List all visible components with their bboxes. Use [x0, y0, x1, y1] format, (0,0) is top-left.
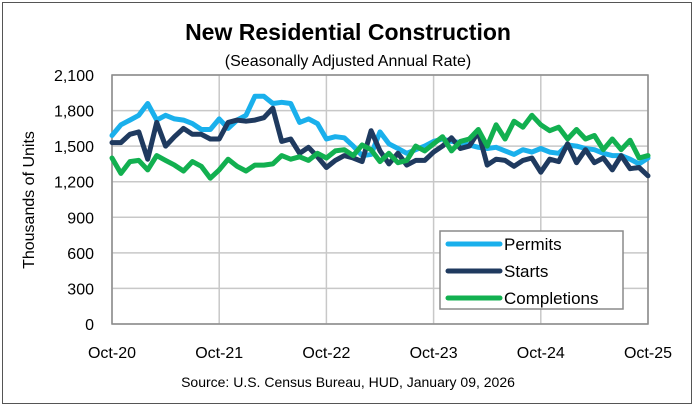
series-line-completions — [109, 112, 651, 181]
x-tick-label: Oct-22 — [302, 345, 350, 362]
chart-subtitle: (Seasonally Adjusted Annual Rate) — [225, 53, 471, 70]
x-tick-label: Oct-24 — [517, 345, 565, 362]
x-tick-label: Oct-20 — [88, 345, 136, 362]
x-axis-ticks: Oct-20 Oct-21 Oct-22 Oct-23 Oct-24 Oct-25 — [88, 345, 672, 362]
legend-label-completions: Completions — [504, 289, 599, 308]
y-axis-ticks: 0 300 600 900 1,200 1,500 1,800 2,100 — [54, 68, 94, 334]
legend: Permits Starts Completions — [439, 230, 624, 310]
y-tick-label: 0 — [85, 317, 94, 334]
legend-label-starts: Starts — [504, 262, 548, 281]
y-tick-label: 1,200 — [54, 175, 94, 192]
x-tick-label: Oct-23 — [410, 345, 458, 362]
series-lines — [109, 93, 651, 181]
x-tick-label: Oct-25 — [624, 345, 672, 362]
series-line-permits — [109, 93, 651, 167]
chart-title: New Residential Construction — [185, 19, 511, 45]
y-tick-label: 900 — [67, 210, 94, 227]
y-tick-label: 600 — [67, 246, 94, 263]
plot-area-border — [111, 74, 649, 325]
y-tick-label: 2,100 — [54, 68, 94, 85]
x-tick-label: Oct-21 — [195, 345, 243, 362]
y-axis-label: Thousands of Units — [21, 131, 38, 269]
series-line-starts — [109, 105, 651, 179]
y-tick-label: 300 — [67, 281, 94, 298]
y-tick-label: 1,800 — [54, 104, 94, 121]
source-note: Source: U.S. Census Bureau, HUD, January… — [181, 374, 515, 390]
legend-label-permits: Permits — [504, 235, 562, 254]
y-tick-label: 1,500 — [54, 139, 94, 156]
chart-frame — [2, 2, 692, 404]
